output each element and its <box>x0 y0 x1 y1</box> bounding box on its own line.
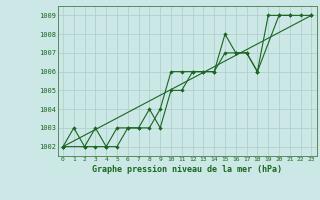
X-axis label: Graphe pression niveau de la mer (hPa): Graphe pression niveau de la mer (hPa) <box>92 165 282 174</box>
